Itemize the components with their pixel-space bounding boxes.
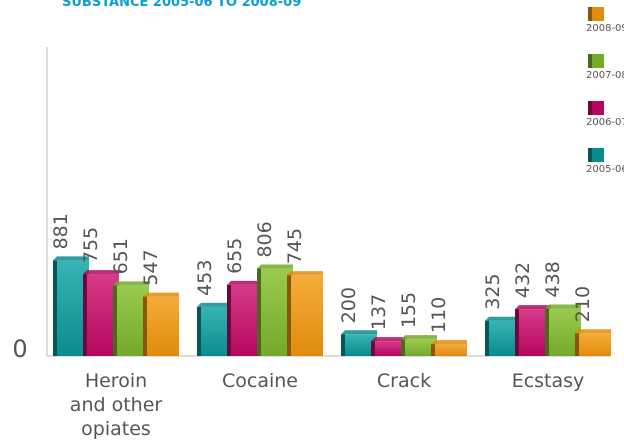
legend-swatch-side — [588, 54, 592, 68]
legend-item: 2008-09 — [586, 7, 624, 34]
data-label: 110 — [428, 297, 450, 333]
bar-face — [431, 344, 467, 356]
data-label: 137 — [368, 294, 390, 330]
bar-top — [431, 340, 467, 345]
data-label: 325 — [482, 273, 504, 309]
category-tick-label: Ecstasy — [512, 370, 585, 392]
bar-side — [431, 344, 435, 356]
legend-item: 2005-06 — [586, 148, 624, 175]
bar-side — [545, 308, 549, 356]
bar-side — [83, 274, 87, 356]
category-tick-label: Heroin and other opiates — [70, 370, 163, 440]
data-label: 155 — [398, 292, 420, 328]
bar-side — [53, 260, 57, 356]
bar-side — [257, 268, 261, 356]
data-label: 547 — [140, 249, 162, 285]
bar-top — [257, 264, 293, 269]
data-label: 432 — [512, 262, 534, 298]
bar-top — [545, 304, 581, 309]
bar-top — [341, 330, 377, 335]
bar-top — [287, 271, 323, 276]
data-label: 210 — [572, 286, 594, 322]
chart-title: SUBSTANCE 2005-06 TO 2008-09 — [62, 0, 301, 10]
bar-top — [515, 305, 551, 310]
bar-side — [143, 296, 147, 356]
bar — [575, 329, 611, 356]
bar-face — [401, 339, 437, 356]
legend-label: 2008-09 — [586, 23, 624, 34]
data-label: 438 — [542, 261, 564, 297]
bar-face — [143, 296, 179, 356]
bar-top — [227, 280, 263, 285]
bar-side — [371, 341, 375, 356]
bar-top — [401, 335, 437, 340]
bar-side — [515, 309, 519, 356]
bar-face — [575, 333, 611, 356]
bar — [143, 292, 179, 356]
legend-item: 2007-08 — [586, 54, 624, 81]
bar-face — [371, 341, 407, 356]
bar-side — [227, 284, 231, 356]
data-label: 745 — [284, 228, 306, 264]
data-label: 655 — [224, 238, 246, 274]
bars-group — [53, 256, 611, 356]
legend-label: 2005-06 — [586, 164, 624, 175]
bar-top — [575, 329, 611, 334]
bar-side — [485, 320, 489, 356]
bar-top — [143, 292, 179, 297]
data-label: 806 — [254, 221, 276, 257]
bar — [371, 337, 407, 356]
bar — [341, 330, 377, 356]
legend-item: 2006-07 — [586, 101, 624, 128]
data-label: 755 — [80, 227, 102, 263]
bar-face — [341, 334, 377, 356]
bar — [431, 340, 467, 356]
bar — [287, 271, 323, 356]
legend-swatch-side — [588, 7, 592, 21]
legend-label: 2007-08 — [586, 70, 624, 81]
legend-label: 2006-07 — [586, 117, 624, 128]
data-label: 881 — [50, 213, 72, 249]
bar-top — [83, 270, 119, 275]
bar-side — [401, 339, 405, 356]
data-label: 453 — [194, 260, 216, 296]
bar-top — [197, 302, 233, 307]
y-tick-label: 0 — [12, 335, 27, 363]
value-labels-group: 881 755 651 547 453 655 806 745 200 137 155 110 325 4… — [50, 213, 594, 333]
data-label: 651 — [110, 238, 132, 274]
bar-side — [113, 285, 117, 356]
legend: 2008-09 2007-08 2006-07 2005-06 — [586, 7, 624, 175]
bar-side — [287, 275, 291, 356]
legend-swatch-side — [588, 148, 592, 162]
bar-side — [197, 306, 201, 356]
bar-face — [287, 275, 323, 356]
legend-swatch-side — [588, 101, 592, 115]
bar-side — [575, 333, 579, 356]
category-tick-label: Cocaine — [222, 370, 298, 392]
bar-top — [113, 281, 149, 286]
category-tick-label: Crack — [377, 370, 431, 392]
bar — [401, 335, 437, 356]
bar-top — [485, 316, 521, 321]
bar-top — [371, 337, 407, 342]
bar-side — [341, 334, 345, 356]
category-labels-group: Heroin and other opiates Cocaine Crack Ecstas… — [70, 370, 585, 440]
data-label: 200 — [338, 287, 360, 323]
bar-top — [53, 256, 89, 261]
